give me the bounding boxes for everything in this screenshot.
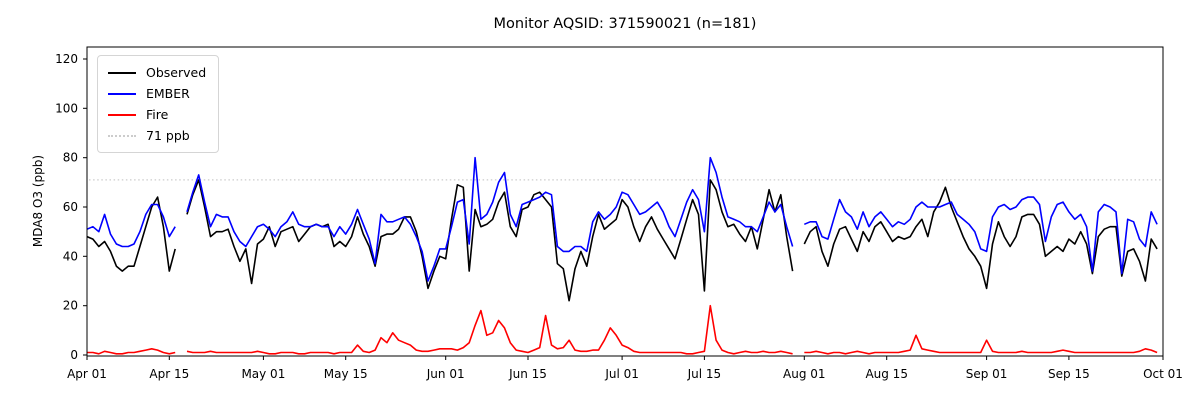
svg-text:60: 60 bbox=[63, 200, 78, 214]
plot-border bbox=[86, 46, 1164, 357]
ember-series-line bbox=[86, 156, 1158, 282]
svg-text:Jun 15: Jun 15 bbox=[508, 367, 547, 381]
y-axis: 0 20 40 60 80 100 120 bbox=[55, 52, 87, 362]
svg-text:40: 40 bbox=[63, 249, 78, 263]
ember-line-swatch bbox=[108, 92, 136, 95]
svg-text:Sep 01: Sep 01 bbox=[966, 367, 1008, 381]
svg-text:Jul 01: Jul 01 bbox=[604, 367, 639, 381]
svg-text:120: 120 bbox=[55, 52, 78, 66]
svg-text:Jul 15: Jul 15 bbox=[687, 367, 722, 381]
svg-text:Sep 15: Sep 15 bbox=[1048, 367, 1090, 381]
svg-text:Aug 01: Aug 01 bbox=[783, 367, 826, 381]
legend-label: Observed bbox=[146, 65, 207, 80]
fire-series-line bbox=[87, 304, 1158, 355]
observed-line-swatch bbox=[108, 71, 136, 74]
svg-text:100: 100 bbox=[55, 101, 78, 115]
y-axis-label: MDA8 O3 (ppb) bbox=[31, 154, 45, 248]
legend-item-fire: Fire bbox=[108, 104, 206, 125]
svg-text:20: 20 bbox=[63, 299, 78, 313]
svg-text:May 01: May 01 bbox=[241, 367, 285, 381]
svg-text:May 15: May 15 bbox=[324, 367, 368, 381]
legend-item-threshold: 71 ppb bbox=[108, 125, 206, 146]
legend: Observed EMBER Fire 71 ppb bbox=[97, 55, 220, 153]
svg-text:80: 80 bbox=[63, 151, 78, 165]
legend-item-observed: Observed bbox=[108, 62, 206, 83]
fire-line-swatch bbox=[108, 113, 136, 116]
legend-label: EMBER bbox=[146, 86, 190, 101]
legend-label: 71 ppb bbox=[146, 128, 190, 143]
legend-label: Fire bbox=[146, 107, 169, 122]
svg-text:Apr 01: Apr 01 bbox=[67, 367, 107, 381]
svg-text:Oct 01: Oct 01 bbox=[1143, 367, 1183, 381]
svg-text:0: 0 bbox=[70, 348, 78, 362]
threshold-line-swatch bbox=[108, 134, 136, 137]
svg-text:Aug 15: Aug 15 bbox=[865, 367, 908, 381]
chart-title: Monitor AQSID: 371590021 (n=181) bbox=[493, 16, 757, 32]
x-axis: Apr 01 Apr 15 May 01 May 15 Jun 01 Jun 15 Jul … bbox=[67, 356, 1183, 381]
svg-text:Apr 15: Apr 15 bbox=[149, 367, 189, 381]
legend-item-ember: EMBER bbox=[108, 83, 206, 104]
svg-text:Jun 01: Jun 01 bbox=[426, 367, 465, 381]
observed-series-line bbox=[86, 179, 1158, 302]
